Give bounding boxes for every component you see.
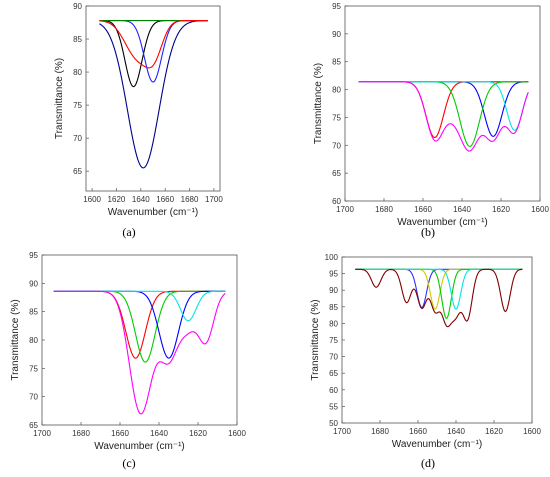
y-tick-label: 75 xyxy=(73,101,82,110)
x-axis-label: Wavenumber (cm⁻¹) xyxy=(108,207,198,218)
y-tick-label: 80 xyxy=(329,319,338,328)
series-line-4 xyxy=(355,268,523,310)
series-line-5 xyxy=(99,19,208,69)
y-tick-label: 95 xyxy=(332,2,341,11)
x-tick-label: 1640 xyxy=(150,429,168,438)
x-tick-label: 1640 xyxy=(132,195,150,204)
y-tick-label: 75 xyxy=(29,364,38,373)
x-tick-label: 1680 xyxy=(375,205,393,214)
plot-frame xyxy=(344,5,541,202)
y-tick-label: 75 xyxy=(329,336,338,345)
x-tick-label: 1640 xyxy=(447,427,465,436)
y-tick-label: 70 xyxy=(29,393,38,402)
y-tick-label: 75 xyxy=(332,113,341,122)
chart-panel-c: 65 70 75 80 85 90 95 1700 1680 1660 1640 1620 1600 Wa… xyxy=(10,251,246,452)
x-axis-label: Wavenumber (cm⁻¹) xyxy=(397,217,487,228)
y-tick-label: 85 xyxy=(332,58,341,67)
plot-frame xyxy=(85,5,221,192)
x-tick-label: 1620 xyxy=(108,195,126,204)
series-line-5 xyxy=(358,81,529,152)
x-axis-label: Wavenumber (cm⁻¹) xyxy=(392,439,482,450)
series-line-1 xyxy=(99,20,208,169)
y-tick-label: 85 xyxy=(329,303,338,312)
y-tick-label: 80 xyxy=(332,86,341,95)
x-tick-label: 1620 xyxy=(485,427,503,436)
panel-label-d: (d) xyxy=(421,456,435,470)
x-tick-label: 1600 xyxy=(228,429,246,438)
y-axis-label: Transmittance (%) xyxy=(313,63,324,144)
x-tick-label: 1700 xyxy=(33,429,51,438)
series-line-5 xyxy=(355,268,523,328)
x-tick-label: 1660 xyxy=(111,429,129,438)
x-tick-label: 1660 xyxy=(156,195,174,204)
y-tick-label: 90 xyxy=(73,2,82,11)
series-line-4 xyxy=(53,290,226,322)
y-tick-label: 80 xyxy=(73,68,82,77)
x-tick-label: 1620 xyxy=(492,205,510,214)
y-tick-label: 95 xyxy=(329,270,338,279)
y-tick-label: 65 xyxy=(329,369,338,378)
x-tick-label: 1680 xyxy=(371,427,389,436)
y-axis-label: Transmittance (%) xyxy=(54,58,65,139)
x-tick-label: 1680 xyxy=(72,429,90,438)
chart-panel-b: 60 65 70 75 80 85 90 95 1700 1680 1660 1640 1620 1600… xyxy=(313,2,549,228)
series-line-2 xyxy=(355,268,523,310)
y-tick-label: 70 xyxy=(329,353,338,362)
series-line-1 xyxy=(358,81,529,137)
panel-label-c: (c) xyxy=(122,456,135,470)
y-tick-label: 50 xyxy=(329,419,338,428)
y-tick-label: 90 xyxy=(329,286,338,295)
y-tick-label: 55 xyxy=(329,402,338,411)
x-tick-label: 1700 xyxy=(333,427,351,436)
x-tick-label: 1640 xyxy=(453,205,471,214)
y-tick-label: 95 xyxy=(29,251,38,260)
x-tick-label: 1620 xyxy=(189,429,207,438)
y-tick-label: 90 xyxy=(29,279,38,288)
x-tick-label: 1600 xyxy=(523,427,541,436)
chart-panels: 65 70 75 80 85 90 1600 1620 1640 1660 1680 1700 Wave… xyxy=(10,2,549,452)
series-line-3 xyxy=(355,268,523,320)
series-line-1 xyxy=(355,268,523,308)
x-tick-label: 1700 xyxy=(336,205,354,214)
y-tick-label: 80 xyxy=(29,336,38,345)
y-tick-label: 60 xyxy=(332,197,341,206)
x-axis-label: Wavenumber (cm⁻¹) xyxy=(94,441,184,452)
x-tick-label: 1660 xyxy=(414,205,432,214)
y-tick-label: 85 xyxy=(29,308,38,317)
y-tick-label: 65 xyxy=(332,169,341,178)
y-tick-label: 100 xyxy=(325,253,339,262)
x-tick-label: 1600 xyxy=(83,195,101,204)
x-tick-label: 1660 xyxy=(409,427,427,436)
y-tick-label: 65 xyxy=(73,167,82,176)
x-tick-label: 1600 xyxy=(531,205,549,214)
x-tick-label: 1680 xyxy=(181,195,199,204)
y-tick-label: 65 xyxy=(29,421,38,430)
y-tick-label: 60 xyxy=(329,386,338,395)
series-line-5 xyxy=(53,290,226,415)
plot-frame xyxy=(341,256,533,424)
series-line-4 xyxy=(358,81,529,131)
x-tick-label: 1700 xyxy=(205,195,223,204)
y-tick-label: 70 xyxy=(73,134,82,143)
panel-label-b: (b) xyxy=(421,225,435,239)
y-tick-label: 85 xyxy=(73,35,82,44)
y-tick-label: 90 xyxy=(332,30,341,39)
chart-panel-d: 50 55 60 65 70 75 80 85 90 95 100 1700 1680 1660 1640 1… xyxy=(310,253,541,450)
panel-label-a: (a) xyxy=(122,225,135,239)
y-tick-label: 70 xyxy=(332,141,341,150)
y-axis-label: Transmittance (%) xyxy=(10,299,21,380)
chart-panel-a: 65 70 75 80 85 90 1600 1620 1640 1660 1680 1700 Wave… xyxy=(54,2,223,218)
y-axis-label: Transmittance (%) xyxy=(310,299,321,380)
